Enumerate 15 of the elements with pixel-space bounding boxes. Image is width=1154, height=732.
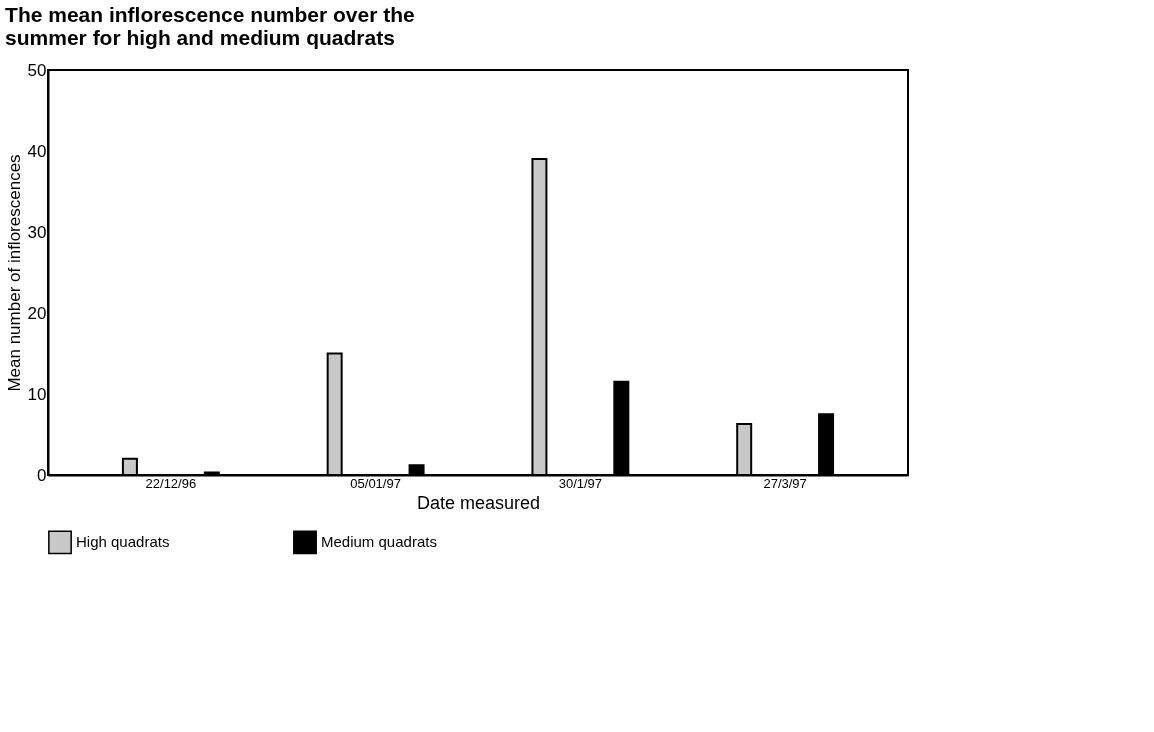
y-tick-label: 40 — [27, 141, 47, 161]
legend-label: High quadrats — [76, 533, 170, 551]
x-axis-title: Date measured — [416, 492, 541, 513]
x-tick-label: 05/01/97 — [350, 475, 401, 491]
chart-title: The mean inflorescence number over the summer for high and medium quadrats — [5, 3, 415, 49]
y-tick-label: 10 — [27, 384, 47, 404]
y-tick-label: 50 — [27, 60, 47, 80]
x-tick-label: 22/12/96 — [145, 475, 197, 491]
x-tick-label: 30/1/97 — [558, 475, 603, 491]
x-tick-label: 27/3/97 — [763, 475, 807, 491]
y-tick-label: 30 — [27, 222, 47, 242]
y-tick-label: 20 — [27, 303, 47, 323]
y-tick-label: 0 — [37, 465, 47, 485]
legend-label: Medium quadrats — [321, 533, 437, 551]
y-axis-title: Mean number of inflorescences — [4, 154, 24, 392]
